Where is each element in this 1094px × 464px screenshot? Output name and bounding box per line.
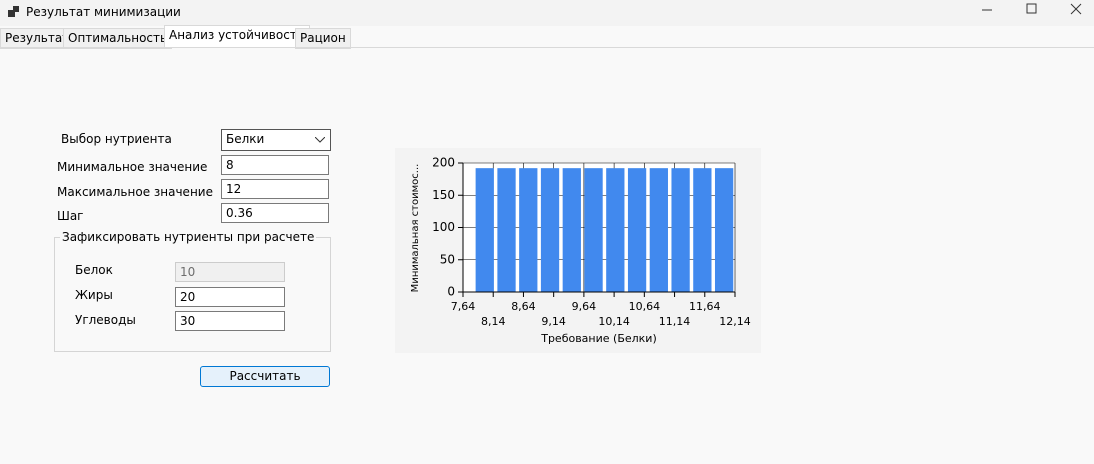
tab[interactable]: Оптимальность xyxy=(63,28,173,49)
textbox[interactable]: 12 xyxy=(221,179,329,199)
label: Максимальное значение xyxy=(57,185,213,199)
x-axis-label: Требование (Белки) xyxy=(540,332,657,345)
calculate-button[interactable]: Рассчитать xyxy=(200,366,330,387)
bar xyxy=(649,168,668,292)
bar xyxy=(671,168,690,292)
y-tick-label: 100 xyxy=(432,220,455,234)
bar xyxy=(475,168,494,292)
group-title: Зафиксировать нутриенты при расчете xyxy=(60,230,317,244)
textbox-disabled: 10 xyxy=(175,262,285,282)
x-tick-label: 10,14 xyxy=(598,315,630,328)
chart: Минимальная стоимос... Требование (Белки… xyxy=(395,148,761,353)
x-tick-label: 11,64 xyxy=(689,300,721,313)
x-tick-label: 12,14 xyxy=(719,315,751,328)
textbox[interactable]: 8 xyxy=(221,155,329,175)
textbox[interactable]: 0.36 xyxy=(221,203,329,223)
bar xyxy=(540,168,560,292)
app-icon xyxy=(8,6,19,17)
label: Выбор нутриента xyxy=(61,132,172,146)
tab[interactable]: Рацион xyxy=(295,28,351,49)
combobox-value: Белки xyxy=(226,132,265,146)
tab-active[interactable]: Анализ устойчивости xyxy=(164,25,310,48)
x-tick-label: 10,64 xyxy=(629,300,661,313)
bar xyxy=(693,168,712,292)
label: Минимальное значение xyxy=(57,160,208,174)
x-tick-label: 9,14 xyxy=(541,315,566,328)
bar xyxy=(606,168,625,292)
dropdown-arrow xyxy=(315,137,325,143)
combobox[interactable]: Белки xyxy=(221,129,331,151)
x-tick-label: 11,14 xyxy=(659,315,691,328)
x-tick-label: 8,14 xyxy=(481,315,506,328)
y-tick-label: 150 xyxy=(432,188,455,202)
label: Жиры xyxy=(75,288,113,302)
textbox[interactable]: 30 xyxy=(175,311,285,331)
x-tick-label: 7,64 xyxy=(451,300,476,313)
x-tick-label: 8,64 xyxy=(511,300,536,313)
label: Шаг xyxy=(57,209,84,223)
window-title: Результат минимизации xyxy=(26,5,181,19)
y-tick-label: 50 xyxy=(440,252,455,266)
y-axis-label: Минимальная стоимос... xyxy=(410,164,421,293)
textbox[interactable]: 20 xyxy=(175,287,285,307)
y-tick-label: 0 xyxy=(447,285,455,299)
bar xyxy=(714,168,734,292)
bar xyxy=(627,168,647,292)
x-tick-label: 9,64 xyxy=(572,300,597,313)
label: Углеводы xyxy=(75,313,136,327)
bar xyxy=(519,168,538,292)
window-controls[interactable] xyxy=(975,0,1094,22)
title-bar: Результат минимизации xyxy=(0,0,1094,26)
label: Белок xyxy=(75,263,113,277)
tab-page xyxy=(0,47,1094,48)
y-tick-label: 200 xyxy=(432,156,455,170)
bar xyxy=(497,168,516,292)
bar xyxy=(562,168,581,292)
bar xyxy=(584,168,603,292)
